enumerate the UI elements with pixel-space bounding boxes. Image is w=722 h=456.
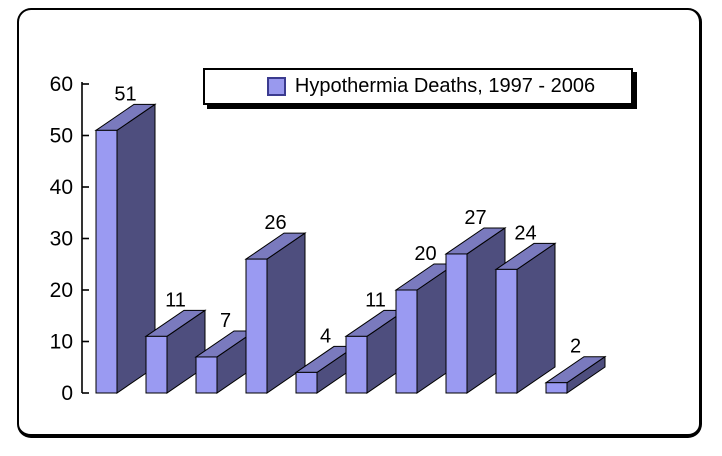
bar-side-face: [266, 232, 306, 394]
bar-value-label: 7: [220, 310, 231, 332]
bar-value-label: 51: [114, 83, 136, 105]
bar-value-label: 20: [414, 243, 436, 265]
bar-value-label: 26: [264, 212, 286, 234]
legend-swatch-icon: [266, 77, 286, 96]
y-axis-tick-label: 50: [50, 125, 73, 148]
bar-front-face: [395, 289, 418, 394]
legend: Hypothermia Deaths, 1997 - 2006: [203, 68, 633, 105]
bar-front-face: [145, 335, 168, 394]
chart-frame-border: [17, 8, 702, 438]
y-axis-tick-label: 60: [50, 73, 73, 96]
bar-value-label: 27: [464, 207, 486, 229]
bar-front-face: [245, 258, 268, 394]
bar-front-face: [295, 371, 318, 394]
bar-front-face: [545, 382, 568, 394]
bar-value-label: 11: [365, 289, 386, 311]
y-axis-tick-label: 10: [50, 331, 73, 354]
y-axis-tick-label: 20: [50, 279, 73, 302]
bar-front-face: [495, 268, 518, 394]
bar-value-label: 24: [514, 222, 536, 244]
bar-value-label: 2: [570, 336, 581, 358]
bar-value-label: 11: [165, 289, 186, 311]
bar-front-face: [95, 129, 118, 394]
legend-label: Hypothermia Deaths, 1997 - 2006: [294, 75, 596, 97]
bar-front-face: [445, 253, 468, 394]
bar-front-face: [345, 335, 368, 394]
y-axis-tick-label: 40: [50, 176, 73, 199]
bar-front-face: [195, 356, 218, 394]
y-axis-tick-label: 0: [61, 382, 73, 405]
y-axis-tick-label: 30: [50, 228, 73, 251]
bar-value-label: 4: [320, 325, 331, 347]
